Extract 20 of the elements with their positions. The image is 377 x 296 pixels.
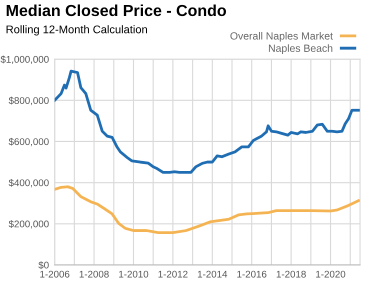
x-tick-label: 1-2006 <box>40 270 70 278</box>
y-tick-label: $0 <box>38 261 49 270</box>
legend-label: Naples Beach <box>268 44 332 54</box>
line-series <box>54 185 360 234</box>
x-tick-label: 1-2020 <box>316 270 346 278</box>
y-tick-label: $1,000,000 <box>0 56 49 64</box>
x-tick-label: 1-2018 <box>276 270 306 278</box>
y-tick-label: $200,000 <box>8 220 49 229</box>
line-series <box>54 70 360 174</box>
x-tick-label: 1-2008 <box>80 270 109 278</box>
x-tick-label: 1-2014 <box>198 270 228 278</box>
x-tick-label: 1-2016 <box>237 270 266 278</box>
x-tick-label: 1-2010 <box>119 270 148 278</box>
y-tick-label: $400,000 <box>8 178 49 188</box>
chart-subtitle: Rolling 12-Month Calculation <box>6 25 147 36</box>
x-tick-label: 1-2012 <box>158 270 188 278</box>
y-tick-label: $600,000 <box>8 138 49 146</box>
y-tick-label: $800,000 <box>8 96 49 106</box>
legend-label: Overall Naples Market <box>230 32 333 42</box>
chart-title: Median Closed Price - Condo <box>6 4 226 16</box>
